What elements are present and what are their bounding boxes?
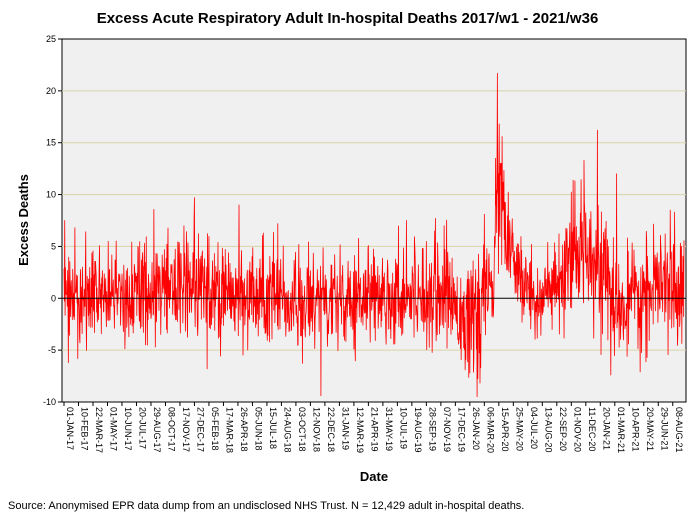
y-tick-label: 15 [46, 138, 56, 148]
x-tick-label: 01-NOV-20 [572, 407, 582, 452]
x-tick-label: 20-JUL-17 [137, 407, 147, 449]
x-tick-label: 08-AUG-21 [674, 407, 684, 453]
x-tick-label: 15-JUL-18 [268, 407, 278, 449]
y-axis-ticks: -10 -5 0 5 10 15 20 25 [43, 34, 62, 407]
x-tick-label: 25-MAY-20 [514, 407, 524, 451]
x-tick-label: 04-JUL-20 [529, 407, 539, 449]
y-tick-label: 25 [46, 34, 56, 44]
x-tick-label: 22-MAR-17 [94, 407, 104, 453]
x-tick-label: 12-MAR-19 [355, 407, 365, 453]
x-tick-label: 03-OCT-18 [297, 407, 307, 452]
chart-title: Excess Acute Respiratory Adult In-hospit… [96, 10, 599, 27]
x-tick-label: 20-JAN-21 [601, 407, 611, 450]
x-tick-label: 11-DEC-20 [587, 407, 597, 451]
x-tick-label: 26-JAN-20 [471, 407, 481, 450]
x-tick-label: 22-SEP-20 [558, 407, 568, 451]
x-tick-label: 31-MAY-19 [384, 407, 394, 451]
x-tick-label: 24-AUG-18 [282, 407, 292, 453]
plot-background [61, 38, 687, 403]
x-axis-ticks: 01-JAN-17 10-FEB-17 22-MAR-17 01-MAY-17 10-J… [63, 402, 684, 453]
x-tick-label: 28-SEP-19 [427, 407, 437, 451]
x-tick-label: 05-FEB-18 [210, 407, 220, 451]
x-tick-label: 08-OCT-17 [166, 407, 176, 452]
y-tick-label: -10 [43, 397, 56, 407]
series-line-excess-deaths [63, 72, 685, 398]
x-tick-label: 31-JAN-19 [340, 407, 350, 450]
source-note: Source: Anonymised EPR data dump from an… [8, 500, 525, 512]
x-tick-label: 06-MAR-20 [485, 407, 495, 453]
x-tick-label: 21-APR-19 [369, 407, 379, 452]
x-tick-label: 29-JUN-21 [659, 407, 669, 451]
x-tick-label: 10-JUN-17 [123, 407, 133, 451]
x-axis-label: Date [360, 469, 388, 484]
x-tick-label: 01-JAN-17 [65, 407, 75, 450]
y-tick-label: 0 [51, 293, 56, 303]
y-tick-label: 20 [46, 86, 56, 96]
grid-lines [62, 90, 686, 351]
y-axis-label: Excess Deaths [16, 174, 31, 266]
x-tick-label: 17-DEC-19 [456, 407, 466, 452]
x-tick-label: 10-FEB-17 [79, 407, 89, 451]
x-tick-label: 27-DEC-17 [195, 407, 205, 452]
x-tick-label: 19-AUG-19 [413, 407, 423, 453]
x-tick-label: 01-MAY-17 [108, 407, 118, 451]
x-tick-label: 05-JUN-18 [253, 407, 263, 451]
x-tick-label: 22-DEC-18 [326, 407, 336, 452]
x-tick-label: 13-AUG-20 [543, 407, 553, 453]
x-tick-label: 26-APR-18 [239, 407, 249, 452]
x-tick-label: 07-NOV-19 [442, 407, 452, 452]
y-tick-label: 5 [51, 241, 56, 251]
x-tick-label: 17-NOV-17 [181, 407, 191, 452]
x-tick-label: 12-NOV-18 [311, 407, 321, 452]
x-tick-label: 10-APR-21 [630, 407, 640, 452]
x-tick-label: 15-APR-20 [500, 407, 510, 452]
x-tick-label: 20-MAY-21 [645, 407, 655, 451]
y-tick-label: -5 [48, 345, 56, 355]
x-tick-label: 29-AUG-17 [152, 407, 162, 453]
y-tick-label: 10 [46, 190, 56, 200]
series-layer [63, 72, 685, 398]
x-tick-label: 17-MAR-18 [224, 407, 234, 453]
x-tick-label: 01-MAR-21 [616, 407, 626, 453]
x-tick-label: 10-JUL-19 [398, 407, 408, 449]
